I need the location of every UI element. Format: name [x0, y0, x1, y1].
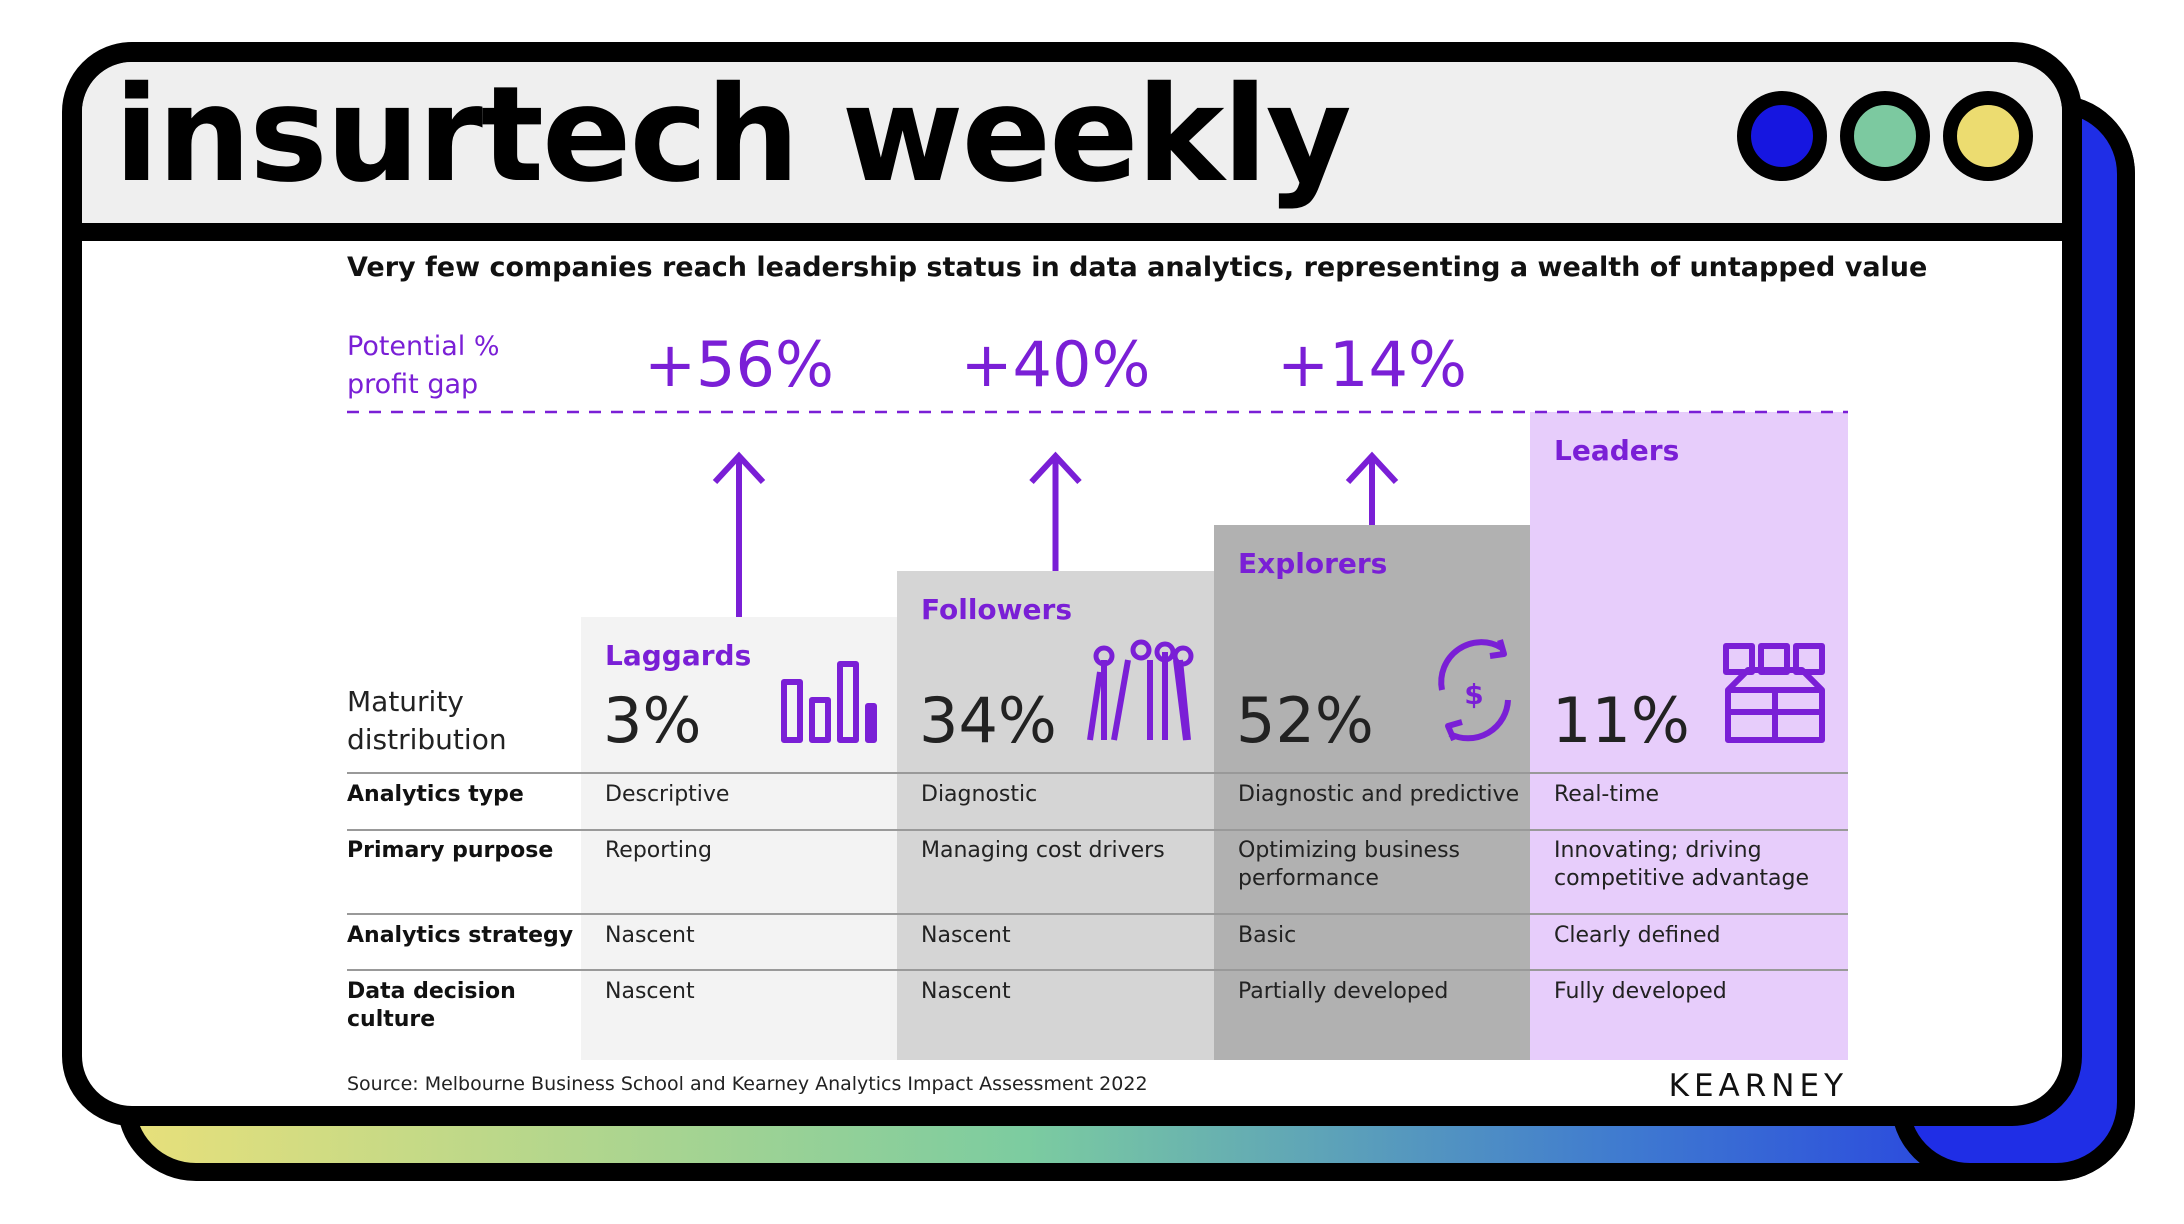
distribution-label: Maturity	[347, 685, 464, 718]
icon-cycle	[1438, 639, 1511, 742]
logo: KEARNEY	[1669, 1068, 1848, 1104]
cell: Managing cost drivers	[921, 838, 1165, 863]
segment-share: 34%	[919, 684, 1057, 757]
cell: Real-time	[1554, 782, 1659, 807]
distribution-label: distribution	[347, 723, 507, 756]
cell: Basic	[1238, 923, 1296, 948]
cell: Descriptive	[605, 782, 729, 807]
profit-gap: +40%	[961, 328, 1151, 401]
cell: Nascent	[605, 979, 695, 1004]
cell: Reporting	[605, 838, 712, 863]
cell: performance	[1238, 866, 1379, 891]
dot	[1737, 91, 1827, 181]
cell: Optimizing business	[1238, 838, 1460, 863]
header-title: insurtech weekly	[114, 58, 1350, 212]
dot	[1840, 91, 1930, 181]
cell: Diagnostic and predictive	[1238, 782, 1519, 807]
arrow-head	[1345, 451, 1399, 485]
row-label: Primary purpose	[347, 838, 553, 863]
icon-head	[1172, 645, 1194, 667]
icon-head	[1093, 645, 1115, 667]
arrow-head	[712, 451, 766, 485]
cell: Nascent	[921, 923, 1011, 948]
cell: Fully developed	[1554, 979, 1727, 1004]
profit-gap: +14%	[1277, 328, 1467, 401]
icon-dollar: $	[1464, 678, 1483, 711]
icon-box	[1723, 643, 1825, 743]
row-label: culture	[347, 1007, 435, 1032]
source: Source: Melbourne Business School and Ke…	[347, 1073, 1148, 1095]
cell: Nascent	[605, 923, 695, 948]
icon-head	[1154, 641, 1176, 663]
subtitle: Very few companies reach leadership stat…	[347, 252, 1927, 283]
profit-gap: +56%	[644, 328, 834, 401]
cell: Nascent	[921, 979, 1011, 1004]
segment-name: Followers	[921, 593, 1072, 626]
row-label: Analytics strategy	[347, 923, 573, 948]
cell: Diagnostic	[921, 782, 1037, 807]
icon-bars	[781, 661, 877, 743]
segment-column	[581, 617, 897, 1060]
cell: Clearly defined	[1554, 923, 1720, 948]
arrow-head	[1029, 451, 1082, 485]
segment-name: Leaders	[1554, 434, 1679, 467]
segment-column	[897, 571, 1214, 1060]
gap-label: Potential %	[347, 331, 500, 362]
segment-share: 11%	[1552, 684, 1690, 757]
segment-name: Explorers	[1238, 547, 1387, 580]
row-label: Data decision	[347, 979, 516, 1004]
segment-share: 3%	[603, 684, 701, 757]
row-label: Analytics type	[347, 782, 524, 807]
gap-label: profit gap	[347, 369, 478, 400]
segment-name: Laggards	[605, 639, 751, 672]
header-bar	[82, 62, 2062, 232]
cell: Partially developed	[1238, 979, 1448, 1004]
dot	[1943, 91, 2033, 181]
content: Laggards 3% +56% Descriptive Reporting Nascen…	[347, 328, 1848, 1104]
cell: Innovating; driving	[1554, 838, 1762, 863]
icon-people	[1087, 652, 1191, 741]
segment-column	[1530, 412, 1848, 1060]
icon-head	[1130, 639, 1152, 661]
cell: competitive advantage	[1554, 866, 1809, 891]
segment-share: 52%	[1236, 684, 1374, 757]
